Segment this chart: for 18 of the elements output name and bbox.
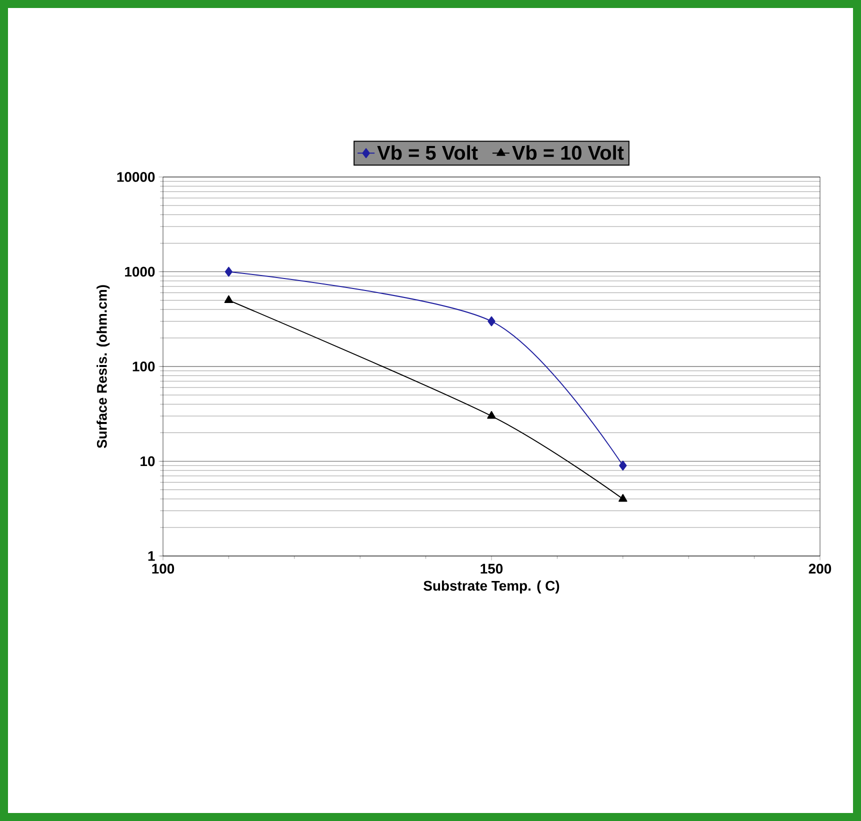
- y-axis-title: Surface Resis. (ohm.cm): [96, 285, 110, 448]
- y-tick-label: 100: [132, 362, 155, 372]
- point: [487, 411, 496, 419]
- legend-label: Vb = 5 Volt: [377, 145, 478, 160]
- point: [224, 266, 233, 277]
- point: [619, 460, 627, 471]
- x-tick-label: 200: [808, 564, 832, 574]
- x-tick-label: 150: [480, 564, 503, 574]
- y-tick-label: 10000: [117, 172, 155, 182]
- y-tick-label: 1: [148, 551, 155, 561]
- y-tick-label: 1000: [125, 266, 155, 277]
- y-tick-label: 10: [140, 456, 155, 466]
- x-axis-title: Substrate Temp. ( C): [424, 580, 560, 594]
- legend-label: Vb = 10 Volt: [512, 145, 624, 160]
- point: [488, 316, 496, 326]
- x-tick-label: 100: [152, 564, 174, 574]
- point: [618, 494, 628, 502]
- point: [224, 295, 234, 304]
